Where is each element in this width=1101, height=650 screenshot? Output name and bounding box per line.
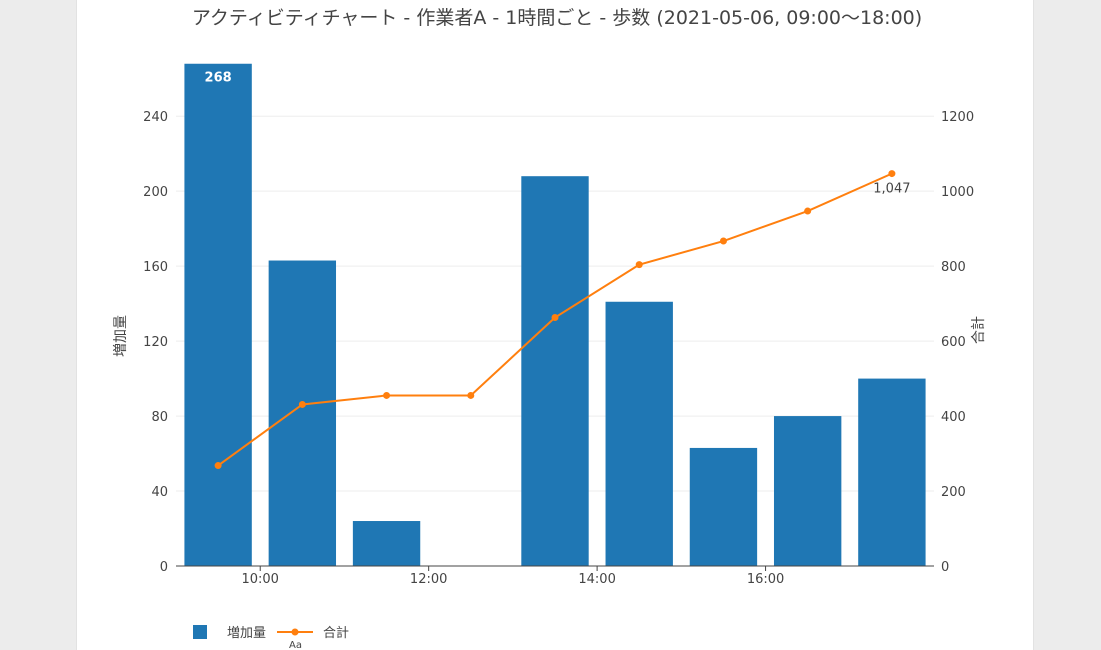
y-tick-label: 240 [143,110,168,125]
line-point [635,261,643,269]
line-point [551,313,559,321]
bar [773,416,842,566]
legend-line-marker [291,628,299,636]
y2-tick-label: 600 [941,335,966,350]
y2-tick-label: 800 [941,260,966,275]
legend-bar-swatch [193,625,207,639]
y-tick-label: 120 [143,335,168,350]
y-axis-title: 増加量 [113,315,129,357]
x-tick-label: 16:00 [747,572,784,587]
bar [858,378,926,566]
axes: 0 40 80 120 160 200 240 0 200 400 600 800 1000 1200 10… [143,110,974,587]
y-tick-label: 160 [143,260,168,275]
line-data-label: 1,047 [873,182,910,197]
x-tick-label: 10:00 [241,572,278,587]
activity-chart: アクティビティチャート - 作業者A - 1時間ごと - 歩数 (2021-05… [113,7,987,650]
y2-tick-label: 0 [941,560,949,575]
line-point [888,170,896,178]
y2-tick-label: 1200 [941,110,974,125]
bar [689,447,758,566]
bar [184,63,252,567]
x-tick-label: 14:00 [578,572,615,587]
y-tick-label: 200 [143,185,168,200]
y2-tick-label: 400 [941,410,966,425]
bar-series [184,63,926,567]
legend-aa-text: Aa [289,640,302,650]
legend-label-increase: 増加量 [227,626,266,641]
line-point [383,391,391,399]
line-point [467,391,475,399]
line-point [804,207,812,215]
y2-tick-label: 1000 [941,185,974,200]
bar [268,260,337,566]
bar [605,301,673,566]
bar-data-label: 268 [205,71,232,86]
data-labels: 268 1,047 [205,71,911,197]
line-series [214,170,896,470]
legend-label-total: 合計 [323,625,349,641]
line-point [298,400,306,408]
x-tick-label: 12:00 [410,572,447,587]
line-point [719,237,727,245]
y2-tick-label: 200 [941,485,966,500]
chart-title: アクティビティチャート - 作業者A - 1時間ごと - 歩数 (2021-05… [192,7,922,29]
legend[interactable]: 増加量 合計 Aa [193,625,349,650]
line-point [214,462,222,470]
y-tick-label: 80 [151,410,168,425]
bar [521,176,589,566]
bar [352,521,421,566]
chart-panel: アクティビティチャート - 作業者A - 1時間ごと - 歩数 (2021-05… [76,0,1034,650]
y-tick-label: 40 [151,485,168,500]
y-tick-label: 0 [160,560,168,575]
y2-axis-title: 合計 [971,316,987,344]
